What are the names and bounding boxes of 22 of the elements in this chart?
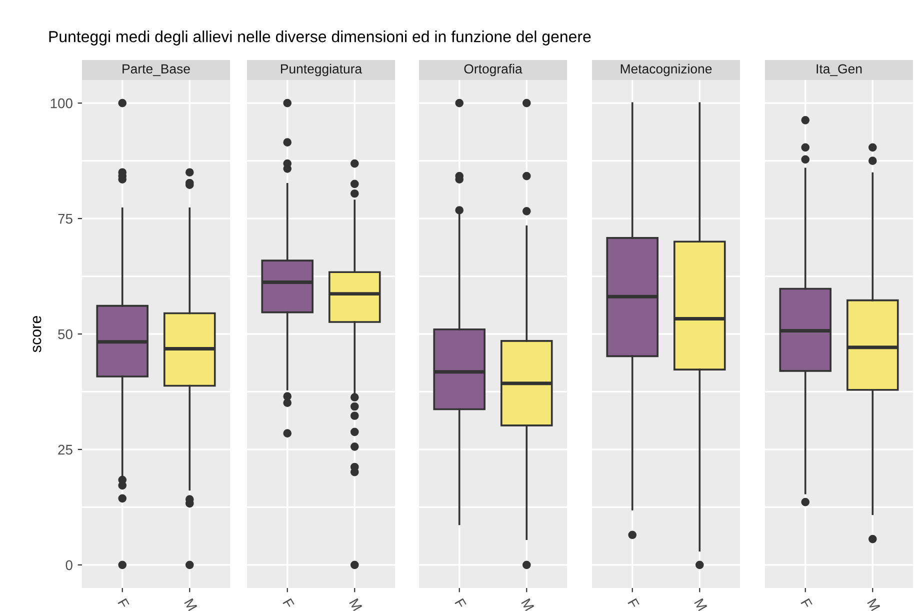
- x-tick-label: M: [349, 598, 362, 611]
- x-tick-label: M: [184, 598, 198, 611]
- x-tick-label: M: [867, 598, 880, 611]
- y-tick-label: 25: [58, 444, 72, 455]
- chart-title: Punteggiatura: [281, 64, 362, 76]
- y-tick-label: 75: [58, 214, 72, 224]
- x-tick-label: F: [628, 598, 640, 609]
- y-axis-title: score: [32, 316, 42, 352]
- y-tick-label: 0: [66, 560, 72, 570]
- y-tick-label: 100: [50, 98, 72, 108]
- chart-title: Metacognizione: [620, 64, 712, 76]
- chart-title: Ortografia: [464, 64, 522, 76]
- chart-title: Parte_Base: [122, 64, 190, 76]
- x-tick-label: F: [282, 598, 294, 609]
- chart-title: Ita_Gen: [816, 64, 862, 76]
- x-tick-label: F: [800, 598, 812, 609]
- x-tick-label: M: [521, 598, 534, 611]
- x-tick-label: F: [454, 598, 466, 609]
- x-tick-label: M: [694, 598, 708, 611]
- x-tick-label: F: [118, 598, 130, 609]
- text: Punteggi medi degli allievi nelle diverse dimensioni ed in funzione del genere: [49, 30, 591, 46]
- y-tick-label: 50: [58, 329, 72, 340]
